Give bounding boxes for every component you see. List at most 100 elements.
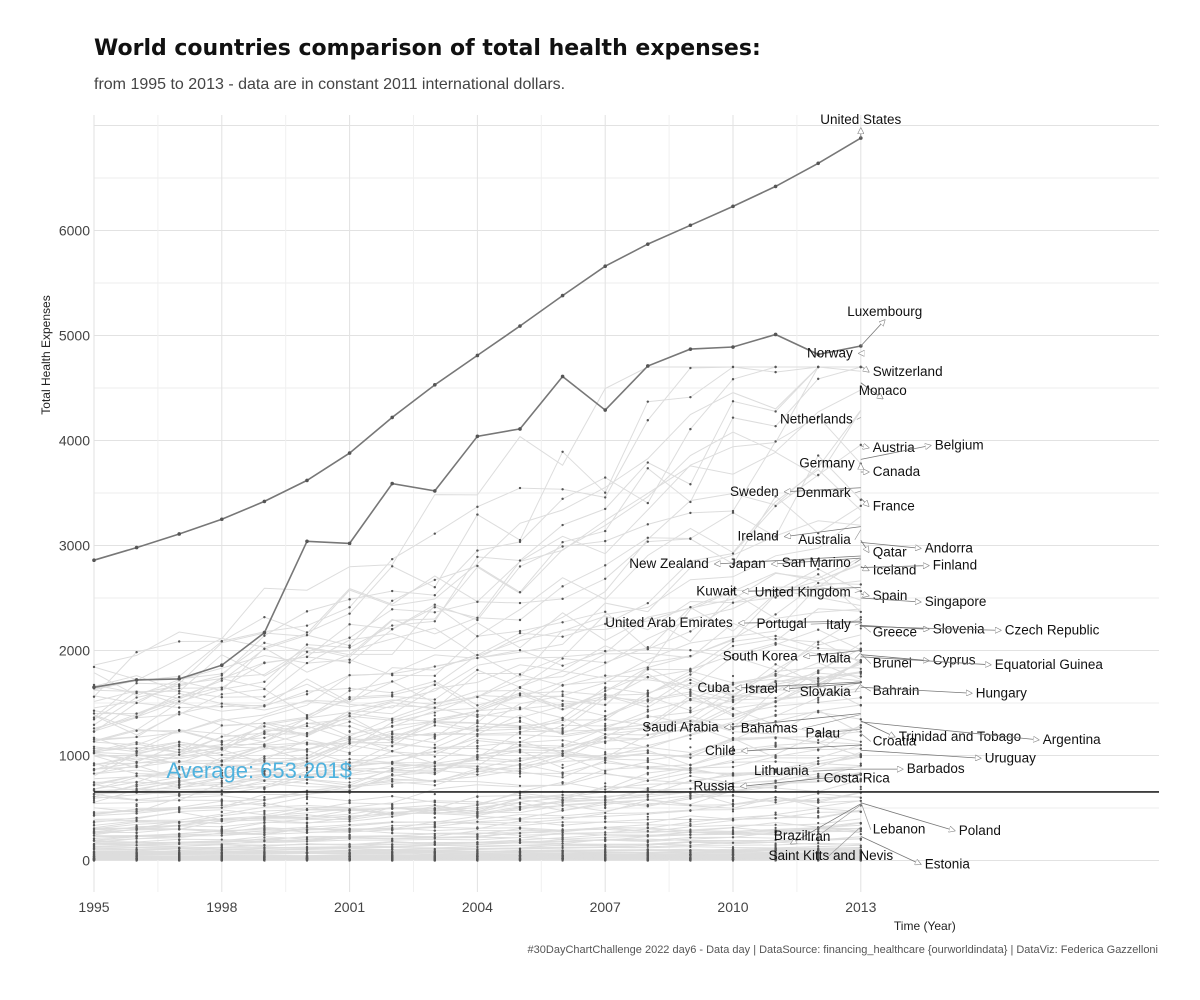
country-point: [348, 741, 351, 745]
country-point: [263, 661, 266, 664]
country-point: [774, 696, 777, 700]
country-point: [476, 704, 479, 707]
label-connector: [860, 541, 921, 548]
label-connector: [828, 826, 862, 857]
country-point: [604, 649, 607, 653]
country-point: [859, 854, 862, 858]
country-point: [646, 803, 649, 807]
country-point: [178, 713, 181, 716]
country-point: [817, 852, 820, 855]
country-point: [178, 683, 181, 686]
country-point: [518, 631, 522, 635]
country-point: [305, 768, 309, 772]
country-point: [348, 816, 351, 819]
country-point: [92, 764, 96, 767]
country-point: [92, 828, 96, 832]
country-point: [135, 827, 138, 830]
country-point: [604, 693, 607, 696]
country-point: [689, 753, 692, 756]
country-point: [92, 820, 96, 823]
country-point: [348, 853, 351, 856]
country-point: [518, 763, 522, 767]
country-point: [604, 806, 607, 810]
country-point: [774, 613, 777, 616]
country-point: [859, 752, 862, 756]
country-point: [433, 847, 436, 851]
country-point: [689, 711, 692, 714]
label-connector: [772, 557, 861, 564]
country-point: [859, 647, 862, 650]
country-point: [604, 727, 607, 730]
country-point: [220, 810, 223, 813]
country-point: [689, 706, 692, 709]
country-point: [859, 730, 862, 733]
country-label: New Zealand: [629, 556, 709, 571]
country-point: [604, 796, 607, 800]
label-connector: [860, 625, 1001, 630]
country-point: [561, 828, 564, 831]
country-point: [433, 760, 436, 763]
country-point: [518, 740, 522, 744]
country-point: [774, 370, 777, 374]
country-point: [348, 720, 351, 723]
country-point: [135, 765, 138, 769]
country-point: [518, 827, 522, 830]
country-point: [135, 742, 138, 746]
country-point: [92, 727, 96, 730]
country-point: [604, 476, 607, 479]
country-point: [348, 646, 351, 649]
country-point: [178, 695, 181, 699]
country-point: [774, 785, 777, 788]
country-point: [433, 578, 436, 582]
country-point: [731, 846, 735, 849]
country-point: [646, 540, 649, 543]
country-point: [518, 486, 522, 490]
country-point: [220, 764, 223, 767]
country-point: [646, 708, 649, 711]
x-tick-label: 2010: [717, 899, 748, 915]
country-label: Norway: [807, 345, 853, 360]
country-point: [774, 674, 777, 677]
country-point: [561, 585, 564, 588]
country-point: [604, 724, 607, 728]
country-point: [305, 693, 309, 696]
country-point: [817, 759, 820, 763]
country-point: [646, 787, 649, 790]
country-point: [476, 833, 479, 836]
country-label: Andorra: [925, 540, 974, 555]
country-point: [689, 767, 692, 770]
country-point: [859, 726, 862, 729]
country-point: [604, 737, 607, 740]
chart-title: World countries comparison of total heal…: [94, 36, 761, 61]
country-point: [433, 755, 436, 758]
country-point: [518, 851, 522, 855]
country-label: Monaco: [859, 383, 907, 398]
country-point: [561, 842, 564, 845]
country-point: [476, 849, 479, 852]
country-point: [476, 842, 479, 845]
country-point: [689, 734, 692, 737]
country-point: [689, 728, 692, 731]
country-point: [604, 496, 607, 499]
label-connector: [801, 714, 861, 729]
country-point: [263, 687, 266, 691]
series-point: [390, 481, 395, 486]
country-point: [817, 816, 820, 819]
country-point: [263, 834, 266, 837]
country-label: Singapore: [925, 594, 987, 609]
country-point: [178, 765, 181, 769]
country-point: [263, 854, 266, 858]
series-point: [177, 532, 181, 536]
country-point: [476, 709, 479, 712]
country-point: [859, 675, 862, 678]
country-label: Russia: [694, 778, 736, 793]
country-point: [731, 644, 735, 648]
country-point: [561, 859, 564, 862]
country-point: [178, 640, 181, 643]
country-point: [731, 832, 735, 836]
country-point: [391, 599, 394, 602]
country-label: Brazil: [774, 828, 808, 843]
country-point: [646, 705, 649, 708]
country-point: [305, 797, 309, 801]
country-point: [731, 819, 735, 822]
